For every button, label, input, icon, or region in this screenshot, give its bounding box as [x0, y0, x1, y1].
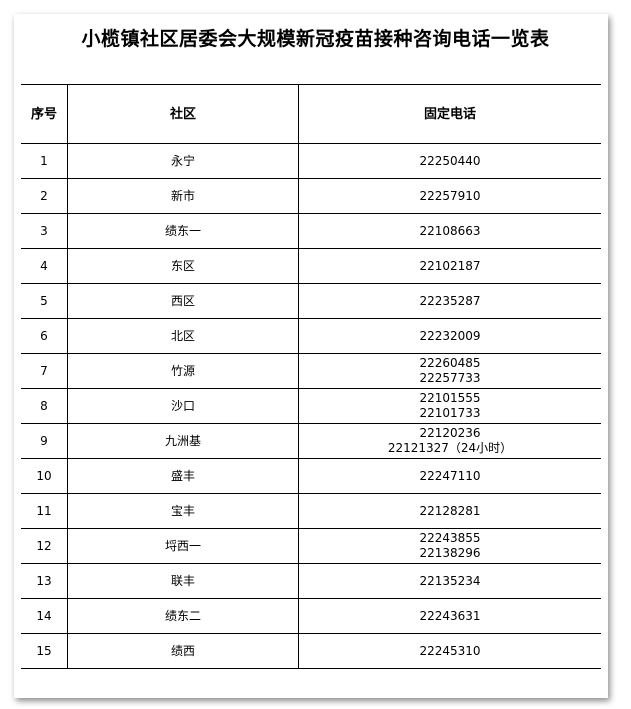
- row-number: 2: [21, 178, 68, 214]
- community-name: 埒西一: [67, 528, 299, 564]
- row-number: 9: [21, 423, 68, 459]
- phone-number: 22260485: [419, 356, 481, 370]
- table-row: 2 新市 22257910: [21, 178, 601, 214]
- phone-cell: 22120236 22121327（24小时）: [298, 423, 601, 459]
- community-name: 盛丰: [67, 458, 299, 494]
- community-name: 宝丰: [67, 493, 299, 529]
- header-phone: 固定电话: [298, 84, 601, 144]
- phone-number: 22250440: [419, 153, 481, 168]
- header-number: 序号: [21, 84, 68, 144]
- phone-cell: 22257910: [298, 178, 601, 214]
- phone-number: 22247110: [419, 468, 481, 483]
- community-name: 竹源: [67, 353, 299, 389]
- table-row: 3 绩东一 22108663: [21, 213, 601, 249]
- community-name: 北区: [67, 318, 299, 354]
- community-name: 绩东一: [67, 213, 299, 249]
- phone-number: 22243855: [419, 531, 481, 545]
- community-name: 绩西: [67, 633, 299, 669]
- phone-number: 22121327（24小时）: [387, 441, 513, 455]
- table-header-row: 序号 社区 固定电话: [21, 84, 601, 144]
- row-number: 12: [21, 528, 68, 564]
- community-name: 绩东二: [67, 598, 299, 634]
- phone-cell: 22235287: [298, 283, 601, 319]
- phone-cell: 22102187: [298, 248, 601, 284]
- community-name: 东区: [67, 248, 299, 284]
- phone-number: 22135234: [419, 573, 481, 588]
- phone-cell: 22245310: [298, 633, 601, 669]
- phone-number: 22235287: [419, 293, 481, 308]
- page-title: 小榄镇社区居委会大规模新冠疫苗接种咨询电话一览表: [81, 28, 550, 50]
- phone-cell: 22108663: [298, 213, 601, 249]
- phone-number: 22120236: [419, 426, 481, 440]
- phone-number: 22128281: [419, 503, 481, 518]
- row-number: 5: [21, 283, 68, 319]
- phone-cell: 22247110: [298, 458, 601, 494]
- row-number: 15: [21, 633, 68, 669]
- phone-number: 22243631: [419, 608, 481, 623]
- row-number: 4: [21, 248, 68, 284]
- phone-cell: 22232009: [298, 318, 601, 354]
- row-number: 14: [21, 598, 68, 634]
- phone-cell: 22128281: [298, 493, 601, 529]
- table-row: 12 埒西一 22243855 22138296: [21, 528, 601, 564]
- table-row: 1 永宁 22250440: [21, 143, 601, 179]
- row-number: 10: [21, 458, 68, 494]
- phone-number: 22101733: [419, 406, 481, 420]
- phone-cell: 22101555 22101733: [298, 388, 601, 424]
- phone-cell: 22243855 22138296: [298, 528, 601, 564]
- community-name: 永宁: [67, 143, 299, 179]
- phone-table: 序号 社区 固定电话 1 永宁 22250440 2 新市 22257910 3 绩东一 221…: [21, 84, 601, 669]
- header-community: 社区: [67, 84, 299, 144]
- phone-number: 22232009: [419, 328, 481, 343]
- phone-number: 22257733: [419, 371, 481, 385]
- table-row: 8 沙口 22101555 22101733: [21, 388, 601, 424]
- table-row: 11 宝丰 22128281: [21, 493, 601, 529]
- table-row: 14 绩东二 22243631: [21, 598, 601, 634]
- row-number: 11: [21, 493, 68, 529]
- phone-number: 22108663: [419, 223, 481, 238]
- row-number: 1: [21, 143, 68, 179]
- table-row: 5 西区 22235287: [21, 283, 601, 319]
- community-name: 西区: [67, 283, 299, 319]
- table-row: 15 绩西 22245310: [21, 633, 601, 669]
- phone-cell: 22250440: [298, 143, 601, 179]
- community-name: 新市: [67, 178, 299, 214]
- community-name: 沙口: [67, 388, 299, 424]
- table-row: 10 盛丰 22247110: [21, 458, 601, 494]
- phone-number: 22245310: [419, 643, 481, 658]
- community-name: 联丰: [67, 563, 299, 599]
- phone-number: 22101555: [419, 391, 481, 405]
- row-number: 13: [21, 563, 68, 599]
- phone-number: 22257910: [419, 188, 481, 203]
- phone-cell: 22135234: [298, 563, 601, 599]
- table-row: 9 九洲基 22120236 22121327（24小时）: [21, 423, 601, 459]
- phone-number: 22138296: [419, 546, 481, 560]
- phone-cell: 22260485 22257733: [298, 353, 601, 389]
- phone-number: 22102187: [419, 258, 481, 273]
- table-row: 7 竹源 22260485 22257733: [21, 353, 601, 389]
- table-row: 6 北区 22232009: [21, 318, 601, 354]
- row-number: 8: [21, 388, 68, 424]
- phone-cell: 22243631: [298, 598, 601, 634]
- row-number: 6: [21, 318, 68, 354]
- table-row: 13 联丰 22135234: [21, 563, 601, 599]
- table-row: 4 东区 22102187: [21, 248, 601, 284]
- community-name: 九洲基: [67, 423, 299, 459]
- row-number: 3: [21, 213, 68, 249]
- row-number: 7: [21, 353, 68, 389]
